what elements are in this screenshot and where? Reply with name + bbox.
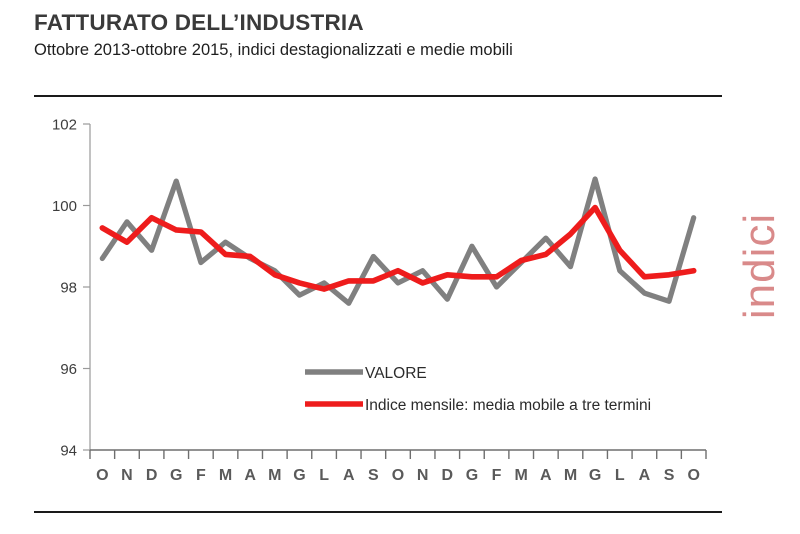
x-axis-tick-label: N <box>417 467 429 484</box>
x-axis-tick-label: M <box>219 467 232 484</box>
y-axis-tick-label: 100 <box>52 198 77 215</box>
y-axis-tick-label: 94 <box>60 443 77 460</box>
y-axis-tick-label: 98 <box>60 280 77 297</box>
chart-series-group <box>99 176 697 306</box>
x-axis-tick-label: O <box>96 467 108 484</box>
x-axis-tick-label: A <box>540 467 552 484</box>
x-axis-tick-label: O <box>687 467 699 484</box>
x-axis-tick-label: N <box>121 467 133 484</box>
x-axis-tick-label: F <box>196 467 206 484</box>
legend-label: VALORE <box>365 365 427 382</box>
footer-divider <box>34 511 722 513</box>
x-axis-tick-label: L <box>615 467 625 484</box>
x-axis-tick-label: M <box>268 467 281 484</box>
x-axis-tick-label: M <box>515 467 528 484</box>
x-axis-tick-label: G <box>466 467 478 484</box>
x-axis-tick-label: G <box>170 467 182 484</box>
series-line <box>99 176 697 306</box>
x-axis-tick-label: G <box>293 467 305 484</box>
y-axis-tick-label: 102 <box>52 117 77 134</box>
x-axis-tick-label: G <box>589 467 601 484</box>
chart-header: FATTURATO DELL’INDUSTRIA Ottobre 2013-ot… <box>34 10 734 61</box>
x-axis-tick-label: F <box>492 467 502 484</box>
chart-legend: VALORE Indice mensile: media mobile a tre… <box>305 365 651 414</box>
x-axis-tick-label: L <box>319 467 329 484</box>
x-axis-tick-label: D <box>441 467 453 484</box>
y-axis: 94 96 98 100 102 <box>52 117 91 460</box>
x-axis-tick-label: A <box>343 467 355 484</box>
x-axis-tick-label: A <box>639 467 651 484</box>
x-axis-tick-label: M <box>564 467 577 484</box>
x-axis-tick-label: A <box>244 467 256 484</box>
page-title: FATTURATO DELL’INDUSTRIA <box>34 10 364 35</box>
series-line <box>99 204 697 292</box>
legend-label: Indice mensile: media mobile a tre termi… <box>365 397 651 414</box>
chart-subtitle: Ottobre 2013-ottobre 2015, indici destag… <box>34 41 513 60</box>
x-axis-tick-label: S <box>368 467 379 484</box>
x-axis-tick-label: O <box>392 467 404 484</box>
y-axis-tick-label: 96 <box>60 361 77 378</box>
header-divider <box>34 95 722 97</box>
x-axis-tick-label: D <box>146 467 158 484</box>
x-axis-tick-label: S <box>664 467 675 484</box>
